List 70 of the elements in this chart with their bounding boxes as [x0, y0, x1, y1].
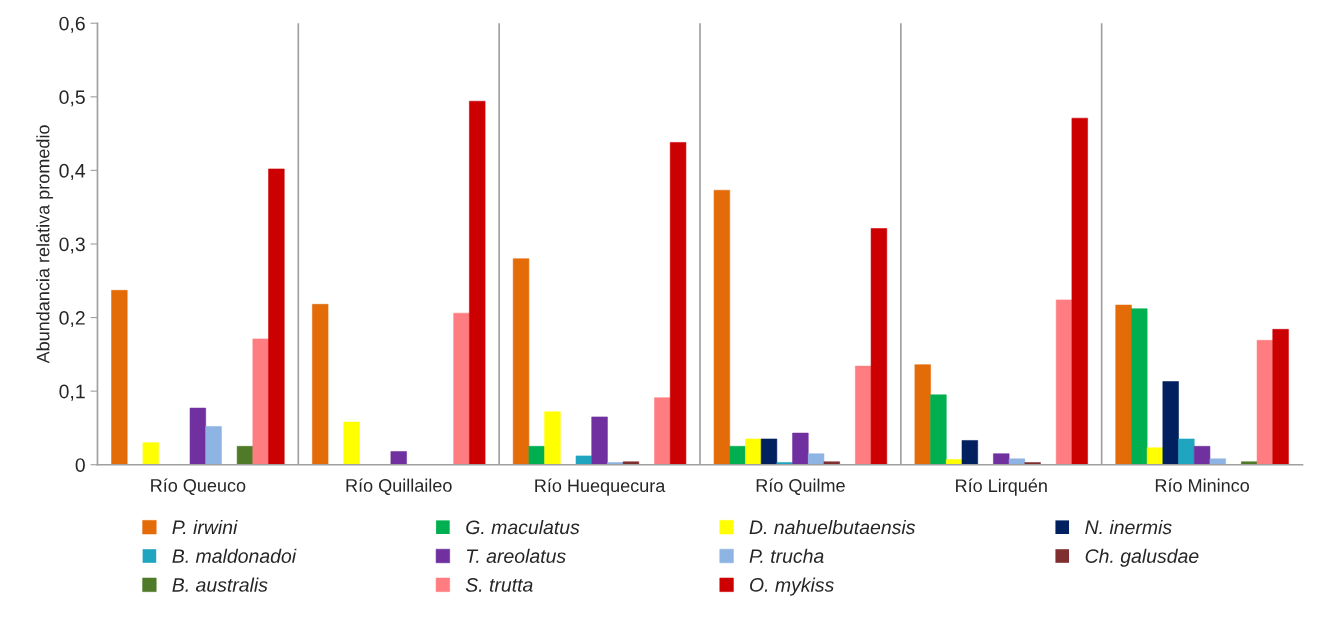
- y-tick-label: 0,6: [59, 16, 85, 33]
- bar: [343, 421, 360, 465]
- bar: [512, 258, 530, 465]
- legend-label: O. mykiss: [750, 577, 834, 596]
- legend-label: N. inermis: [1085, 519, 1172, 535]
- y-tick-label: 0,1: [59, 384, 85, 401]
- bar: [1055, 299, 1073, 465]
- legend-label: G. maculatus: [466, 519, 580, 535]
- bar: [528, 446, 545, 465]
- bar: [544, 411, 561, 465]
- bar: [792, 432, 809, 465]
- y-tick-label: 0,4: [59, 163, 86, 180]
- x-tick-label: Río Huequecura: [535, 478, 666, 496]
- bar: [807, 453, 825, 465]
- x-tick-label: Río Mininco: [1155, 478, 1249, 492]
- bar: [1146, 447, 1164, 465]
- y-axis-title: Abundancia relativa promedio: [36, 125, 54, 364]
- bar: [1193, 446, 1211, 465]
- x-tick-label: Río Quilme: [756, 478, 845, 496]
- bar: [453, 312, 470, 465]
- bar: [189, 407, 207, 465]
- bar: [1178, 438, 1195, 465]
- bar: [1209, 458, 1226, 465]
- bar: [1131, 308, 1148, 465]
- legend-label: P. irwini: [172, 519, 238, 534]
- bar: [855, 365, 872, 465]
- bar: [823, 461, 840, 465]
- bar: [654, 397, 671, 465]
- bar: [469, 100, 486, 465]
- y-tick-label: 0,5: [59, 90, 85, 107]
- bar: [760, 438, 778, 465]
- bar: [745, 438, 762, 465]
- bar: [312, 304, 329, 465]
- x-tick-label: Río Queuco: [151, 478, 246, 496]
- bar: [1008, 458, 1026, 465]
- bar: [961, 440, 978, 465]
- y-tick-label: 0,3: [59, 237, 85, 254]
- bar: [1071, 117, 1088, 465]
- bar: [1162, 381, 1179, 465]
- bar: [622, 461, 640, 465]
- legend-label: B. australis: [172, 577, 268, 592]
- bar: [111, 290, 128, 465]
- bar: [252, 338, 269, 465]
- bar: [1256, 340, 1274, 465]
- bar: [591, 416, 608, 465]
- bar: [390, 451, 407, 465]
- bar: [1272, 329, 1289, 465]
- bar: [914, 364, 931, 465]
- bar: [142, 442, 159, 465]
- bar: [930, 394, 947, 465]
- legend-label: Ch. galusdae: [1085, 548, 1199, 567]
- bar: [870, 228, 888, 465]
- y-tick-label: 0,2: [59, 311, 85, 328]
- bar: [993, 453, 1010, 465]
- y-tick-label: 0: [75, 458, 85, 472]
- legend-label: S. trutta: [465, 578, 533, 592]
- bar: [268, 168, 285, 465]
- x-tick-label: Río Quillaileo: [346, 478, 452, 496]
- legend-label: D. nahuelbutaensis: [749, 519, 916, 535]
- legend-label: T. areolatus: [467, 548, 566, 563]
- x-tick-label: Río Lirquén: [956, 478, 1047, 496]
- bar: [205, 426, 222, 465]
- bar: [236, 446, 254, 465]
- bar: [575, 455, 592, 465]
- bar: [729, 446, 746, 465]
- legend-label: B. maldonadoi: [172, 548, 297, 564]
- bar: [713, 189, 731, 465]
- legend-label: P. trucha: [749, 548, 824, 563]
- bar: [1115, 304, 1132, 465]
- bar: [669, 142, 687, 465]
